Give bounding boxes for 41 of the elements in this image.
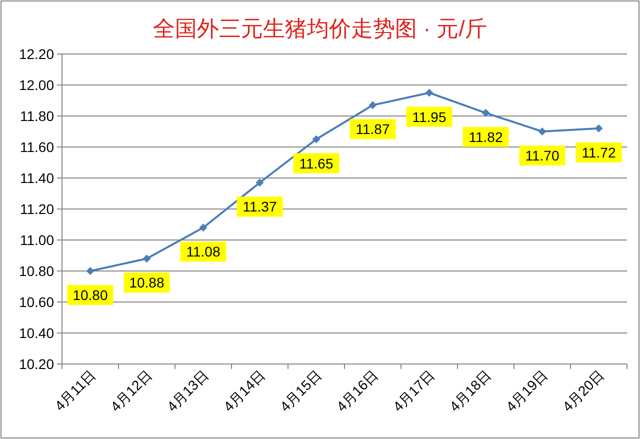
data-label: 11.95	[412, 108, 446, 125]
y-tick-label: 12.20	[18, 46, 54, 62]
y-tick-label: 11.60	[20, 139, 54, 155]
point	[425, 88, 434, 97]
x-tick-label: 4月14日	[220, 366, 268, 414]
data-label: 10.80	[72, 287, 108, 303]
x-tick-label: 4月18日	[446, 366, 494, 414]
data-label: 11.87	[356, 121, 390, 138]
point	[312, 135, 320, 144]
y-tick-label: 11.40	[20, 170, 54, 186]
data-label: 10.88	[129, 274, 164, 291]
y-tick-label: 11.20	[20, 201, 54, 217]
x-tick-label: 4月20日	[559, 366, 607, 414]
point	[538, 128, 546, 136]
y-tick-label: 10.80	[18, 263, 54, 279]
x-tick-label: 4月12日	[107, 366, 155, 414]
point	[594, 124, 603, 132]
data-label: 11.72	[582, 144, 616, 160]
x-tick-label: 4月17日	[390, 366, 438, 414]
data-label: 11.08	[186, 244, 220, 260]
x-tick-label: 4月19日	[502, 366, 550, 414]
y-tick-label: 12.00	[18, 77, 54, 93]
data-label: 11.70	[525, 148, 560, 164]
y-tick-label: 10.20	[18, 356, 54, 372]
y-tick-label: 10.40	[18, 325, 54, 341]
point	[86, 267, 94, 275]
y-tick-label: 11.00	[20, 232, 54, 248]
point	[199, 224, 208, 232]
y-tick-label: 10.60	[18, 294, 54, 310]
point	[368, 101, 377, 110]
point	[256, 178, 264, 187]
point	[142, 254, 151, 263]
y-tick-label: 11.80	[20, 108, 54, 124]
chart-title: 全国外三元生猪均价走势图 · 元/斤	[153, 16, 487, 41]
x-tick-label: 4月13日	[164, 366, 212, 414]
data-label: 11.65	[299, 155, 334, 172]
data-label: 11.82	[468, 128, 503, 145]
data-label: 11.37	[242, 198, 277, 215]
point	[482, 108, 490, 117]
x-tick-label: 4月15日	[276, 366, 324, 414]
x-tick-label: 4月16日	[333, 366, 381, 414]
